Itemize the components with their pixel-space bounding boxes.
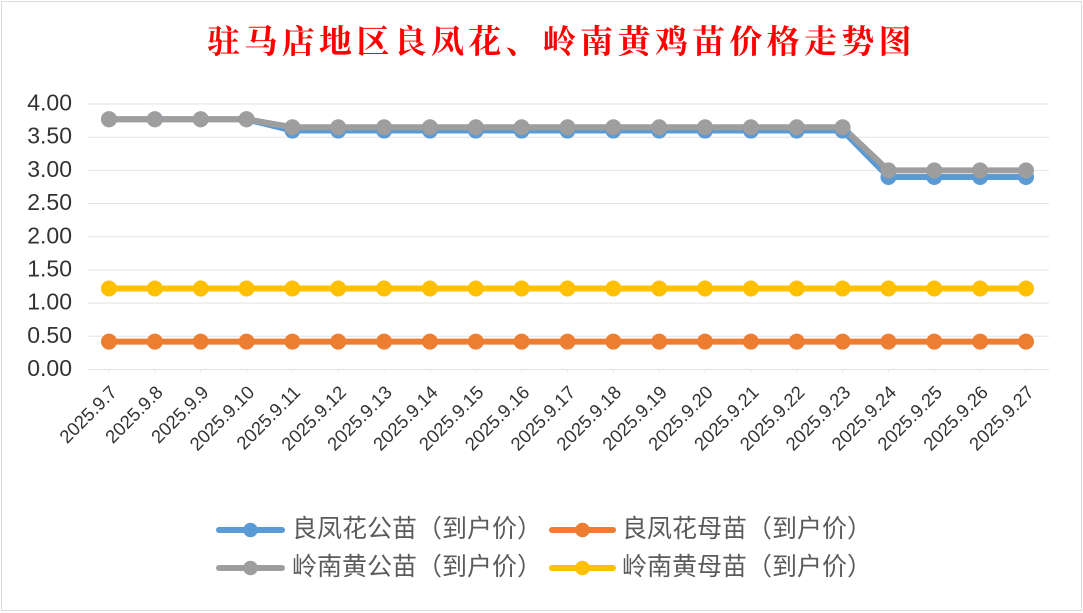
- svg-text:良凤花公苗（到户价）: 良凤花公苗（到户价）: [292, 515, 542, 543]
- svg-text:良凤花母苗（到户价）: 良凤花母苗（到户价）: [622, 515, 872, 543]
- svg-text:岭南黄公苗（到户价）: 岭南黄公苗（到户价）: [292, 553, 542, 581]
- svg-text:岭南黄母苗（到户价）: 岭南黄母苗（到户价）: [622, 553, 872, 581]
